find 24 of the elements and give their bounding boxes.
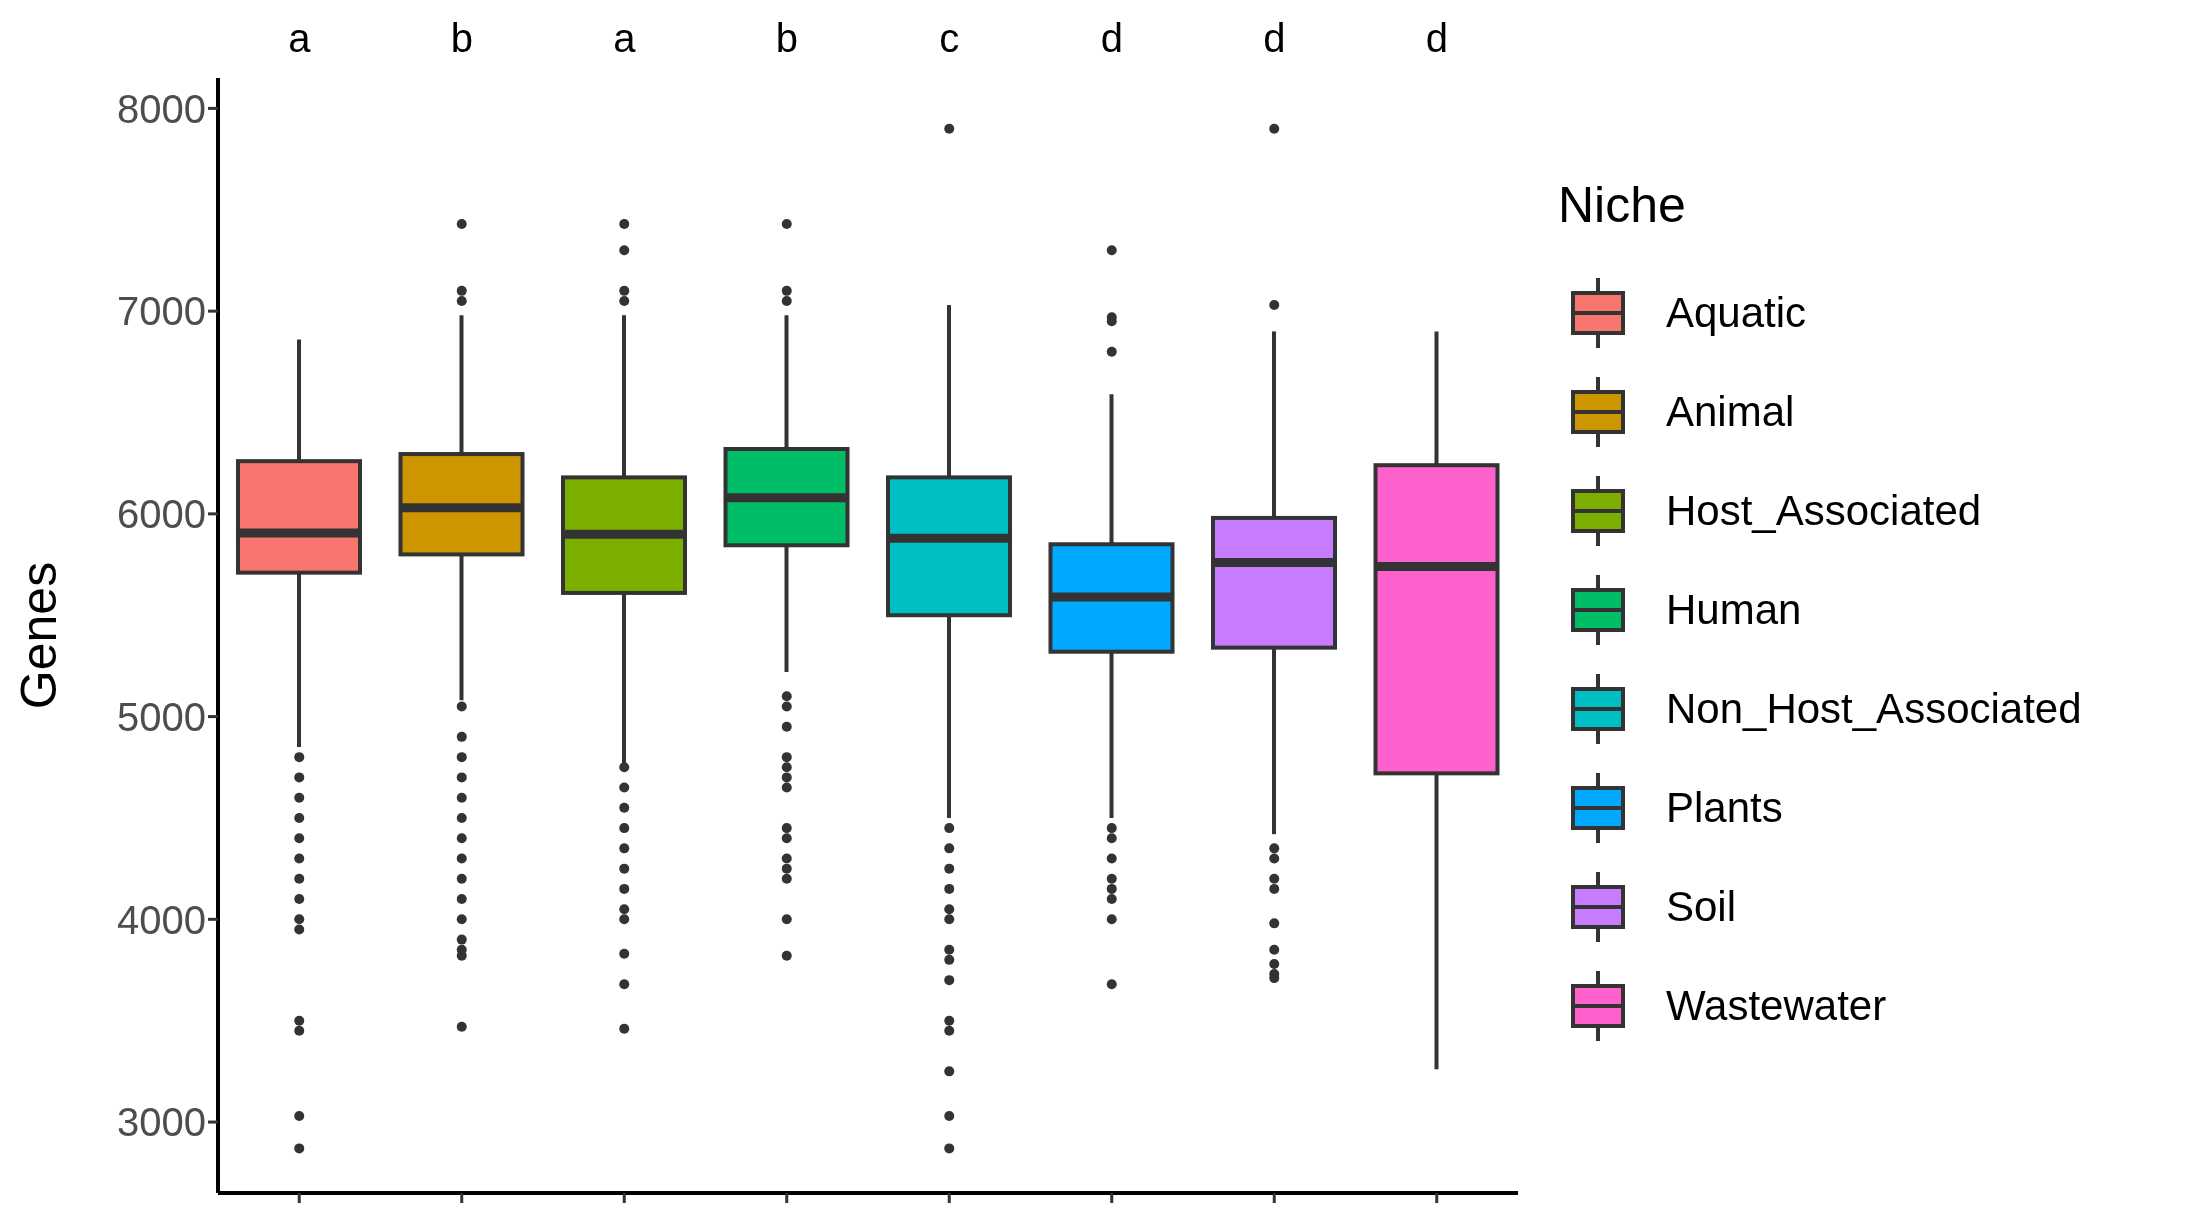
y-tick-label: 6000 bbox=[117, 492, 206, 537]
y-tick-label: 7000 bbox=[117, 289, 206, 334]
text: a bbox=[287, 16, 312, 61]
legend-title: Niche bbox=[1558, 175, 1687, 234]
legend-label: Wastewater bbox=[1666, 982, 1887, 1030]
legend-label: Aquatic bbox=[1666, 289, 1807, 337]
y-tick-label: 5000 bbox=[117, 694, 206, 739]
text: d bbox=[1099, 16, 1124, 61]
legend-label: Soil bbox=[1666, 883, 1737, 931]
text: b bbox=[774, 16, 799, 61]
text: d bbox=[1262, 16, 1287, 61]
y-tick-label: 4000 bbox=[117, 897, 206, 942]
y-tick-label: 3000 bbox=[117, 1100, 206, 1145]
text: a bbox=[612, 16, 637, 61]
legend-label: Animal bbox=[1666, 388, 1795, 436]
y-axis-title: Genes bbox=[10, 561, 67, 710]
y-tick-label: 8000 bbox=[117, 86, 206, 131]
legend-label: Non_Host_Associated bbox=[1666, 685, 2082, 733]
legend-label: Host_Associated bbox=[1666, 487, 1982, 535]
legend-label: Plants bbox=[1666, 784, 1783, 832]
text: b bbox=[449, 16, 474, 61]
legend-label: Human bbox=[1666, 586, 1802, 634]
text: d bbox=[1424, 16, 1449, 61]
text: c bbox=[938, 16, 961, 61]
